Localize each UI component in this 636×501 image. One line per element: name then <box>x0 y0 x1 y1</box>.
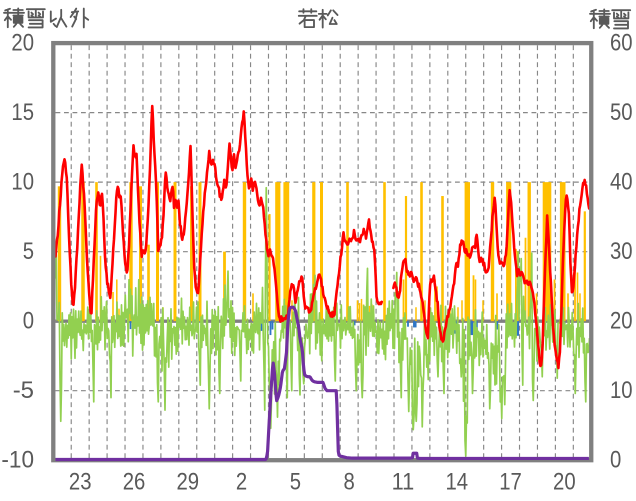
svg-text:8: 8 <box>344 469 355 496</box>
svg-text:50: 50 <box>610 99 633 126</box>
svg-text:5: 5 <box>23 238 34 265</box>
svg-text:60: 60 <box>610 30 633 57</box>
svg-text:20: 20 <box>553 469 576 496</box>
svg-text:-10: -10 <box>1 447 34 474</box>
svg-text:29: 29 <box>176 469 199 496</box>
svg-text:0: 0 <box>23 308 34 335</box>
svg-text:20: 20 <box>11 30 34 57</box>
svg-text:20: 20 <box>610 308 633 335</box>
svg-text:11: 11 <box>392 469 415 496</box>
svg-text:30: 30 <box>610 238 633 265</box>
svg-text:5: 5 <box>290 469 301 496</box>
svg-text:-5: -5 <box>13 377 34 404</box>
svg-text:26: 26 <box>123 469 146 496</box>
svg-text:23: 23 <box>69 469 92 496</box>
svg-text:2: 2 <box>236 469 247 496</box>
svg-text:14: 14 <box>445 469 468 496</box>
svg-text:15: 15 <box>11 99 34 126</box>
svg-text:10: 10 <box>610 377 633 404</box>
svg-text:40: 40 <box>610 169 633 196</box>
svg-text:0: 0 <box>610 447 621 474</box>
svg-text:17: 17 <box>499 469 522 496</box>
svg-text:10: 10 <box>11 169 34 196</box>
